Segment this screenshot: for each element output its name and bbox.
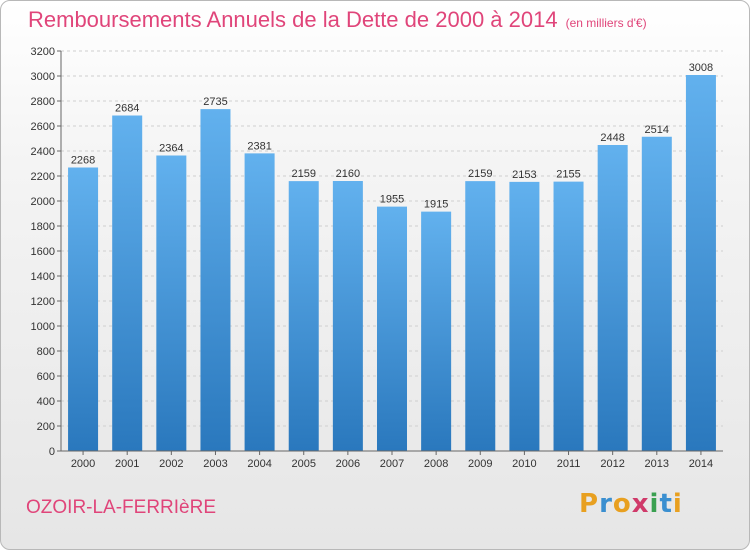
logo-letter: P (579, 489, 600, 519)
x-tick-label: 2010 (512, 458, 536, 470)
bar-value-label: 1955 (380, 194, 404, 206)
y-tick-label: 2600 (31, 121, 55, 133)
x-tick-label: 2007 (380, 458, 404, 470)
x-tick-label: 2012 (600, 458, 624, 470)
bar (685, 75, 716, 451)
x-tick-label: 2013 (645, 458, 669, 470)
bar-value-label: 2364 (159, 143, 183, 155)
bar (156, 155, 187, 451)
bar-value-label: 3008 (689, 62, 713, 74)
bar (376, 206, 408, 451)
proxiti-logo: Proxiti (579, 489, 683, 519)
y-tick-label: 0 (49, 446, 55, 458)
logo-letter: i (672, 489, 683, 519)
bar (509, 181, 540, 451)
bar-value-label: 1915 (424, 199, 448, 211)
y-tick-label: 800 (37, 346, 55, 358)
bar-value-label: 2684 (115, 103, 139, 115)
logo-letter: t (659, 489, 673, 519)
x-tick-label: 2004 (247, 458, 271, 470)
y-tick-label: 1000 (31, 321, 55, 333)
logo-letter: o (612, 489, 632, 519)
y-tick-label: 600 (37, 371, 55, 383)
bar (244, 153, 275, 451)
bar-value-label: 2448 (600, 132, 624, 144)
y-tick-label: 2800 (31, 96, 55, 108)
x-tick-label: 2001 (115, 458, 139, 470)
bar-value-label: 2514 (645, 124, 669, 136)
chart-subtitle: (en milliers d'€) (565, 16, 647, 30)
y-tick-label: 1600 (31, 246, 55, 258)
x-tick-label: 2002 (159, 458, 183, 470)
logo-letter: x (631, 489, 650, 519)
bar (465, 181, 496, 451)
y-tick-label: 1800 (31, 221, 55, 233)
bar (112, 115, 143, 451)
y-tick-label: 1400 (31, 271, 55, 283)
x-tick-label: 2005 (291, 458, 315, 470)
bar-value-label: 2160 (336, 168, 360, 180)
x-tick-label: 2006 (336, 458, 360, 470)
bar (288, 181, 319, 451)
bar (553, 181, 584, 451)
y-tick-label: 3200 (31, 46, 55, 58)
bar-value-label: 2735 (203, 96, 227, 108)
y-tick-label: 2200 (31, 171, 55, 183)
logo-letter: i (649, 489, 660, 519)
logo-letter: r (599, 489, 613, 519)
chart-title: Remboursements Annuels de la Dette de 20… (28, 7, 647, 33)
chart-title-text: Remboursements Annuels de la Dette de 20… (28, 7, 558, 32)
bar (597, 145, 628, 451)
bar (421, 211, 452, 451)
city-name: OZOIR-LA-FERRIèRE (26, 497, 217, 518)
bar (641, 136, 672, 451)
x-tick-label: 2011 (557, 458, 581, 470)
bar (332, 181, 363, 451)
x-tick-label: 2000 (71, 458, 95, 470)
x-tick-label: 2003 (203, 458, 227, 470)
x-tick-label: 2009 (468, 458, 492, 470)
bar (68, 167, 99, 451)
bar-value-label: 2159 (291, 168, 315, 180)
y-tick-label: 2400 (31, 146, 55, 158)
y-tick-label: 400 (37, 396, 55, 408)
x-tick-label: 2008 (424, 458, 448, 470)
y-tick-label: 200 (37, 421, 55, 433)
y-tick-label: 2000 (31, 196, 55, 208)
x-tick-label: 2014 (689, 458, 713, 470)
bar-value-label: 2268 (71, 155, 95, 167)
bar-value-label: 2159 (468, 168, 492, 180)
y-tick-label: 1200 (31, 296, 55, 308)
bar-value-label: 2381 (247, 140, 271, 152)
bar-value-label: 2153 (512, 169, 536, 181)
bar (200, 109, 231, 451)
y-tick-label: 3000 (31, 71, 55, 83)
bar-value-label: 2155 (556, 169, 580, 181)
